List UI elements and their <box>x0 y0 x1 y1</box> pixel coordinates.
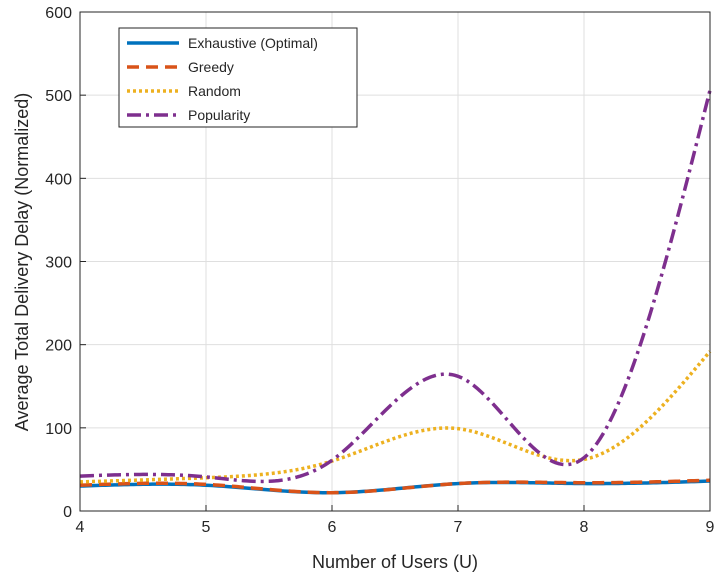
legend-label: Greedy <box>188 59 234 75</box>
series-line-popularity <box>79 89 712 484</box>
x-tick-label: 8 <box>580 519 589 536</box>
legend-label: Popularity <box>188 107 250 123</box>
y-tick-label: 300 <box>45 255 72 272</box>
y-tick-label: 200 <box>45 338 72 355</box>
y-axis-label: Average Total Delivery Delay (Normalized… <box>12 93 32 431</box>
y-tick-label: 100 <box>45 421 72 438</box>
series-layer <box>79 89 712 495</box>
series-line-random <box>79 350 712 484</box>
ticks: 4 5 6 7 8 9 0 100 200 300 400 500 600 <box>45 5 714 536</box>
y-tick-label: 400 <box>45 171 72 188</box>
y-tick-label: 500 <box>45 88 72 105</box>
x-tick-label: 4 <box>76 519 85 536</box>
x-tick-label: 7 <box>454 519 463 536</box>
x-axis-label: Number of Users (U) <box>312 552 478 572</box>
y-tick-label: 0 <box>63 504 72 521</box>
series-line-greedy <box>79 478 711 495</box>
y-tick-label: 600 <box>45 5 72 22</box>
x-tick-label: 5 <box>202 519 211 536</box>
legend-label: Random <box>188 83 241 99</box>
x-tick-label: 6 <box>328 519 337 536</box>
legend: Exhaustive (Optimal) Greedy Random Populari… <box>118 27 358 128</box>
x-tick-label: 9 <box>706 519 715 536</box>
legend-label: Exhaustive (Optimal) <box>188 35 318 51</box>
